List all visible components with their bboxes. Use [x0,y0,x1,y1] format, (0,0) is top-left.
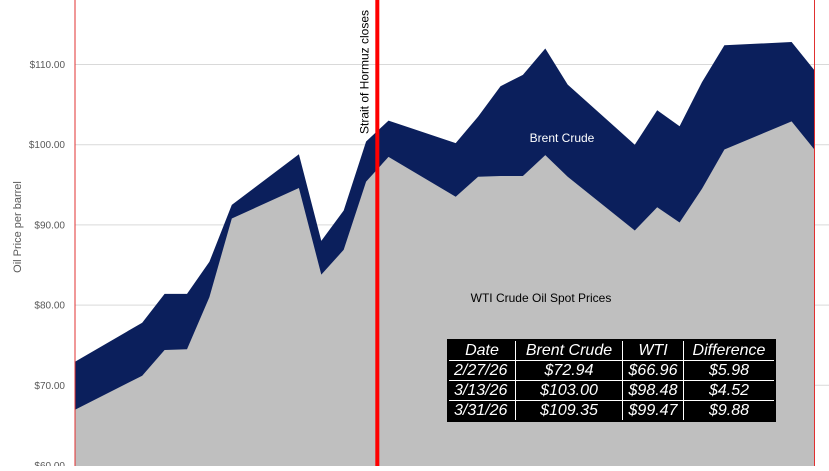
cell-difference: $5.98 [683,360,776,381]
y-tick-label: $80.00 [34,301,65,312]
y-tick-label: $60.00 [34,461,65,466]
brent-crude-label: Brent Crude [530,131,595,145]
series-labels: Brent Crude WTI Crude Oil Spot Prices [471,131,612,305]
header-difference: Difference [683,339,776,361]
y-tick-label: $90.00 [34,220,65,231]
y-tick-label: $100.00 [29,140,66,151]
table-row: 2/27/26 $72.94 $66.96 $5.98 [447,360,776,381]
table-row: 3/13/26 $103.00 $98.48 $4.52 [447,380,776,401]
y-axis-ticks: $60.00 $70.00 $80.00 $90.00 $100.00 $110.00 [29,60,66,471]
table-header-row: Date Brent Crude WTI Difference [447,339,776,361]
cell-date: 2/27/26 [447,360,516,381]
cell-brent: $103.00 [515,380,623,401]
cell-date: 3/31/26 [447,400,516,422]
y-axis-title: Oil Price per barrel [12,181,24,273]
cell-wti: $98.48 [622,380,684,401]
cell-difference: $4.52 [683,380,776,401]
wti-crude-label: WTI Crude Oil Spot Prices [471,291,612,305]
hormuz-closure-label: Strait of Hormuz closes [357,10,371,134]
cell-wti: $66.96 [622,360,684,381]
y-tick-label: $70.00 [34,381,65,392]
header-wti: WTI [622,339,684,361]
header-brent-crude: Brent Crude [515,339,623,361]
chart-frame [74,0,815,466]
table-row: 3/31/26 $109.35 $99.47 $9.88 [447,400,776,422]
cell-brent: $109.35 [515,400,623,422]
cell-difference: $9.88 [683,400,776,422]
price-comparison-table: Date Brent Crude WTI Difference 2/27/26 … [447,339,776,422]
y-tick-label: $110.00 [30,60,66,71]
annotations: Strait of Hormuz closes [357,0,380,466]
header-date: Date [447,339,516,361]
cell-brent: $72.94 [515,360,623,381]
cell-wti: $99.47 [622,400,684,422]
cell-date: 3/13/26 [447,380,516,401]
